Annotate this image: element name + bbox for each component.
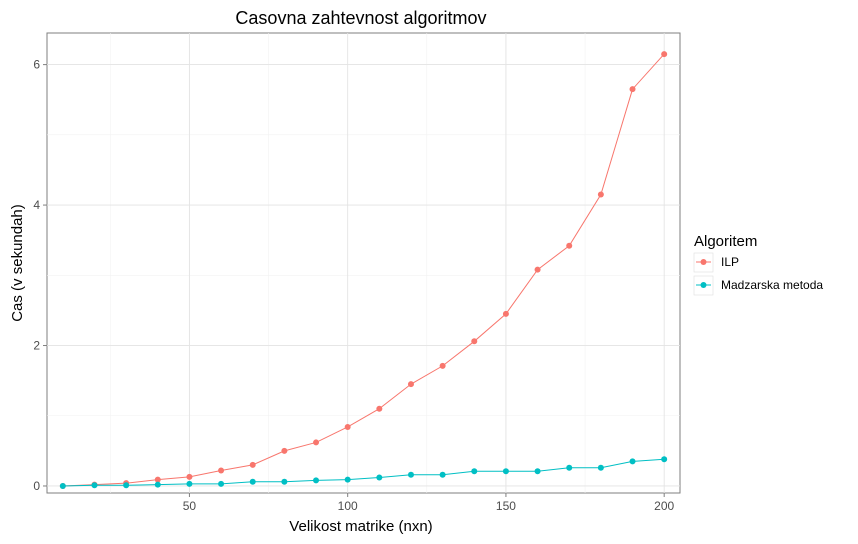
data-point xyxy=(218,480,225,487)
data-point xyxy=(313,477,320,484)
y-axis-ticks: 0 2 4 6 xyxy=(33,58,47,493)
data-point xyxy=(376,405,383,412)
data-point xyxy=(407,381,414,388)
data-point xyxy=(661,51,668,58)
data-point xyxy=(186,480,193,487)
legend-item: Madzarska metoda xyxy=(693,275,823,296)
data-point xyxy=(249,461,256,468)
y-tick-label: 2 xyxy=(33,339,40,353)
data-point xyxy=(154,481,161,488)
data-point xyxy=(629,86,636,93)
minor-gridlines xyxy=(47,33,680,493)
x-tick-label: 150 xyxy=(496,499,516,513)
legend-item: ILP xyxy=(693,252,739,273)
plot-panel xyxy=(46,32,681,494)
data-point xyxy=(344,476,351,483)
x-axis-ticks: 50 100 150 200 xyxy=(183,493,675,513)
data-point xyxy=(471,338,478,345)
y-tick-label: 6 xyxy=(33,58,40,72)
legend-key-point xyxy=(700,259,707,265)
data-point xyxy=(344,423,351,430)
data-point xyxy=(597,191,604,198)
x-tick-label: 100 xyxy=(338,499,358,513)
series-madzarska-metoda xyxy=(59,456,668,489)
data-point xyxy=(281,478,288,485)
x-axis-title: Velikost matrike (nxn) xyxy=(289,518,432,535)
major-gridlines xyxy=(47,33,680,493)
legend: ILP Madzarska metoda xyxy=(693,252,823,296)
data-point xyxy=(281,447,288,454)
data-point xyxy=(218,467,225,474)
data-point xyxy=(534,468,541,475)
data-point xyxy=(407,471,414,478)
data-point xyxy=(439,362,446,369)
data-point xyxy=(597,464,604,471)
data-point xyxy=(661,456,668,463)
data-point xyxy=(249,478,256,485)
series-layer xyxy=(59,51,668,489)
data-point xyxy=(439,471,446,478)
data-point xyxy=(629,458,636,465)
data-point xyxy=(123,482,130,489)
x-tick-label: 200 xyxy=(654,499,674,513)
y-tick-label: 4 xyxy=(33,198,40,212)
data-point xyxy=(471,468,478,475)
x-tick-label: 50 xyxy=(183,499,197,513)
data-point xyxy=(376,474,383,481)
data-point xyxy=(566,242,573,249)
y-tick-label: 0 xyxy=(33,479,40,493)
data-point xyxy=(91,482,98,489)
y-axis-title: Cas (v sekundah) xyxy=(9,204,26,322)
data-point xyxy=(502,468,509,475)
data-point xyxy=(313,439,320,446)
series-line xyxy=(62,53,665,487)
data-point xyxy=(59,482,66,489)
legend-label: ILP xyxy=(721,255,739,269)
series-line xyxy=(62,458,665,487)
legend-key-point xyxy=(700,282,707,288)
data-point xyxy=(566,464,573,471)
legend-label: Madzarska metoda xyxy=(721,278,823,292)
data-point xyxy=(534,266,541,273)
legend-title: Algoritem xyxy=(694,233,757,250)
data-point xyxy=(502,310,509,317)
chart-title: Casovna zahtevnost algoritmov xyxy=(235,8,486,28)
data-point xyxy=(186,473,193,480)
data-point xyxy=(154,476,161,483)
